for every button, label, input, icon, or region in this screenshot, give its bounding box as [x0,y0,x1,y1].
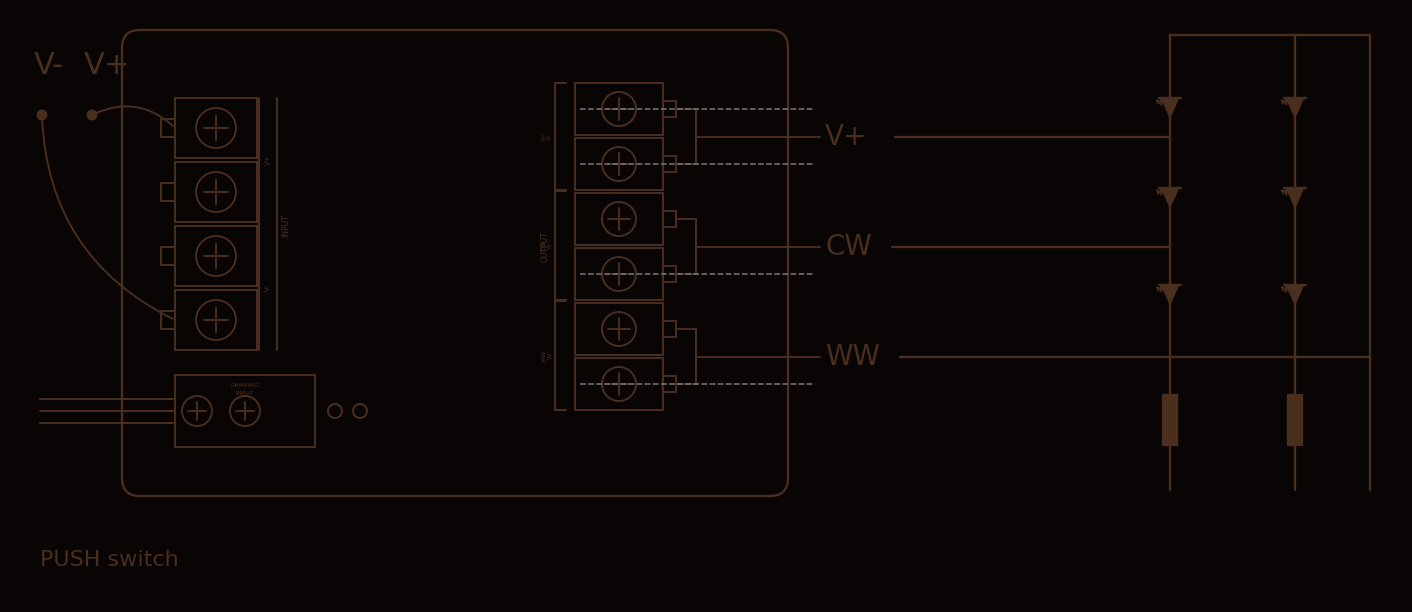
Polygon shape [1286,285,1305,305]
Bar [575,358,664,410]
Polygon shape [1161,285,1179,305]
Bar [664,101,676,117]
Bar [175,162,257,222]
Text: V-: V- [265,285,271,291]
Text: V+: V+ [83,51,130,80]
Bar [161,183,175,201]
Text: PUSH switch: PUSH switch [40,550,179,570]
Text: V+: V+ [825,122,867,151]
Bar [575,83,664,135]
Bar [175,290,257,350]
Bar [161,247,175,265]
Bar [664,376,676,392]
Polygon shape [1286,188,1305,208]
Circle shape [88,111,96,119]
Bar [161,119,175,137]
Text: INPUT: INPUT [281,215,291,237]
Text: V-: V- [34,51,64,80]
Bar [175,375,315,447]
Bar [664,321,676,337]
Polygon shape [1161,188,1179,208]
Text: WW
W: WW W [542,349,552,362]
Bar [664,266,676,282]
Bar [175,98,257,158]
Bar [575,193,664,245]
Bar [175,226,257,286]
Bar [575,303,664,355]
Bar [575,248,664,300]
Bar [1163,395,1178,445]
Text: CW: CW [825,233,871,261]
Bar [1288,395,1302,445]
Bar [664,211,676,227]
Text: V+: V+ [265,155,271,165]
Text: CW
W: CW W [542,241,552,251]
Bar [575,138,664,190]
Bar [664,156,676,172]
Polygon shape [1161,98,1179,118]
Bar [161,311,175,329]
Text: INPUT: INPUT [236,390,254,395]
Text: DIMMING: DIMMING [230,382,260,387]
Circle shape [38,111,47,119]
Text: WW: WW [825,343,880,370]
Text: V+
V-: V+ V- [542,132,552,141]
Text: OUTPUT: OUTPUT [541,231,549,262]
Polygon shape [1286,98,1305,118]
